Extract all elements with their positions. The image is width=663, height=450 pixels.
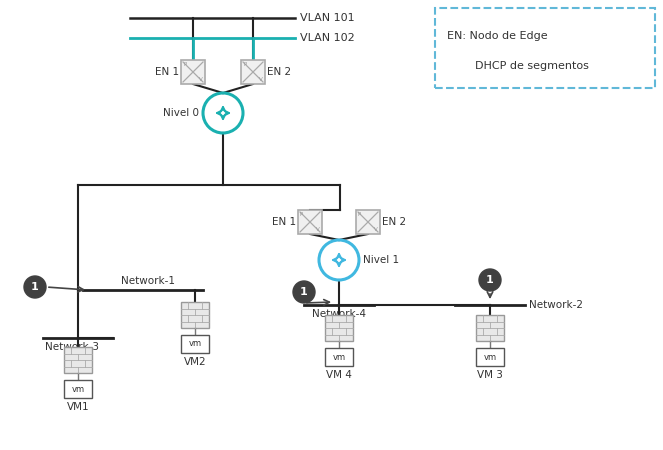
Text: V: V xyxy=(316,227,320,232)
Text: P: P xyxy=(183,62,186,67)
Circle shape xyxy=(479,269,501,291)
Bar xyxy=(181,60,205,84)
Text: vm: vm xyxy=(72,384,85,393)
Text: VLAN 102: VLAN 102 xyxy=(300,33,355,43)
FancyBboxPatch shape xyxy=(435,8,655,88)
Bar xyxy=(325,348,353,366)
Text: EN: Nodo de Edge: EN: Nodo de Edge xyxy=(447,31,548,41)
Bar xyxy=(241,60,265,84)
Text: VM2: VM2 xyxy=(184,357,206,367)
Text: vm: vm xyxy=(332,352,345,361)
Text: VM 3: VM 3 xyxy=(477,370,503,380)
Text: V: V xyxy=(374,227,378,232)
Bar xyxy=(181,335,209,353)
Text: P: P xyxy=(300,212,303,217)
Text: 1: 1 xyxy=(300,287,308,297)
Circle shape xyxy=(446,55,468,77)
Circle shape xyxy=(24,276,46,298)
Bar xyxy=(356,210,380,234)
Text: Nivel 0: Nivel 0 xyxy=(163,108,199,118)
Text: EN 1: EN 1 xyxy=(155,67,179,77)
Text: Network-1: Network-1 xyxy=(121,276,175,286)
Bar xyxy=(181,302,209,328)
Text: Network-2: Network-2 xyxy=(529,300,583,310)
Text: EN 2: EN 2 xyxy=(267,67,291,77)
Bar xyxy=(476,315,504,341)
Text: P: P xyxy=(358,212,361,217)
Text: V: V xyxy=(259,77,263,82)
Bar xyxy=(476,348,504,366)
Text: Nivel 1: Nivel 1 xyxy=(363,255,399,265)
Text: VM 4: VM 4 xyxy=(326,370,352,380)
Text: 1: 1 xyxy=(31,282,39,292)
Text: 1: 1 xyxy=(486,275,494,285)
Text: vm: vm xyxy=(483,352,497,361)
Text: EN 2: EN 2 xyxy=(382,217,406,227)
Text: vm: vm xyxy=(188,339,202,348)
Text: DHCP de segmentos: DHCP de segmentos xyxy=(475,61,589,71)
Bar xyxy=(64,380,92,398)
Text: VLAN 101: VLAN 101 xyxy=(300,13,355,23)
Text: Network-4: Network-4 xyxy=(312,309,366,319)
Text: 1: 1 xyxy=(453,61,461,71)
Circle shape xyxy=(293,281,315,303)
Bar xyxy=(298,210,322,234)
Text: P: P xyxy=(243,62,246,67)
Text: V: V xyxy=(200,77,203,82)
Text: EN 1: EN 1 xyxy=(272,217,296,227)
Bar xyxy=(64,347,92,373)
Text: VM1: VM1 xyxy=(67,402,90,412)
Text: Network-3: Network-3 xyxy=(45,342,99,352)
Bar xyxy=(325,315,353,341)
